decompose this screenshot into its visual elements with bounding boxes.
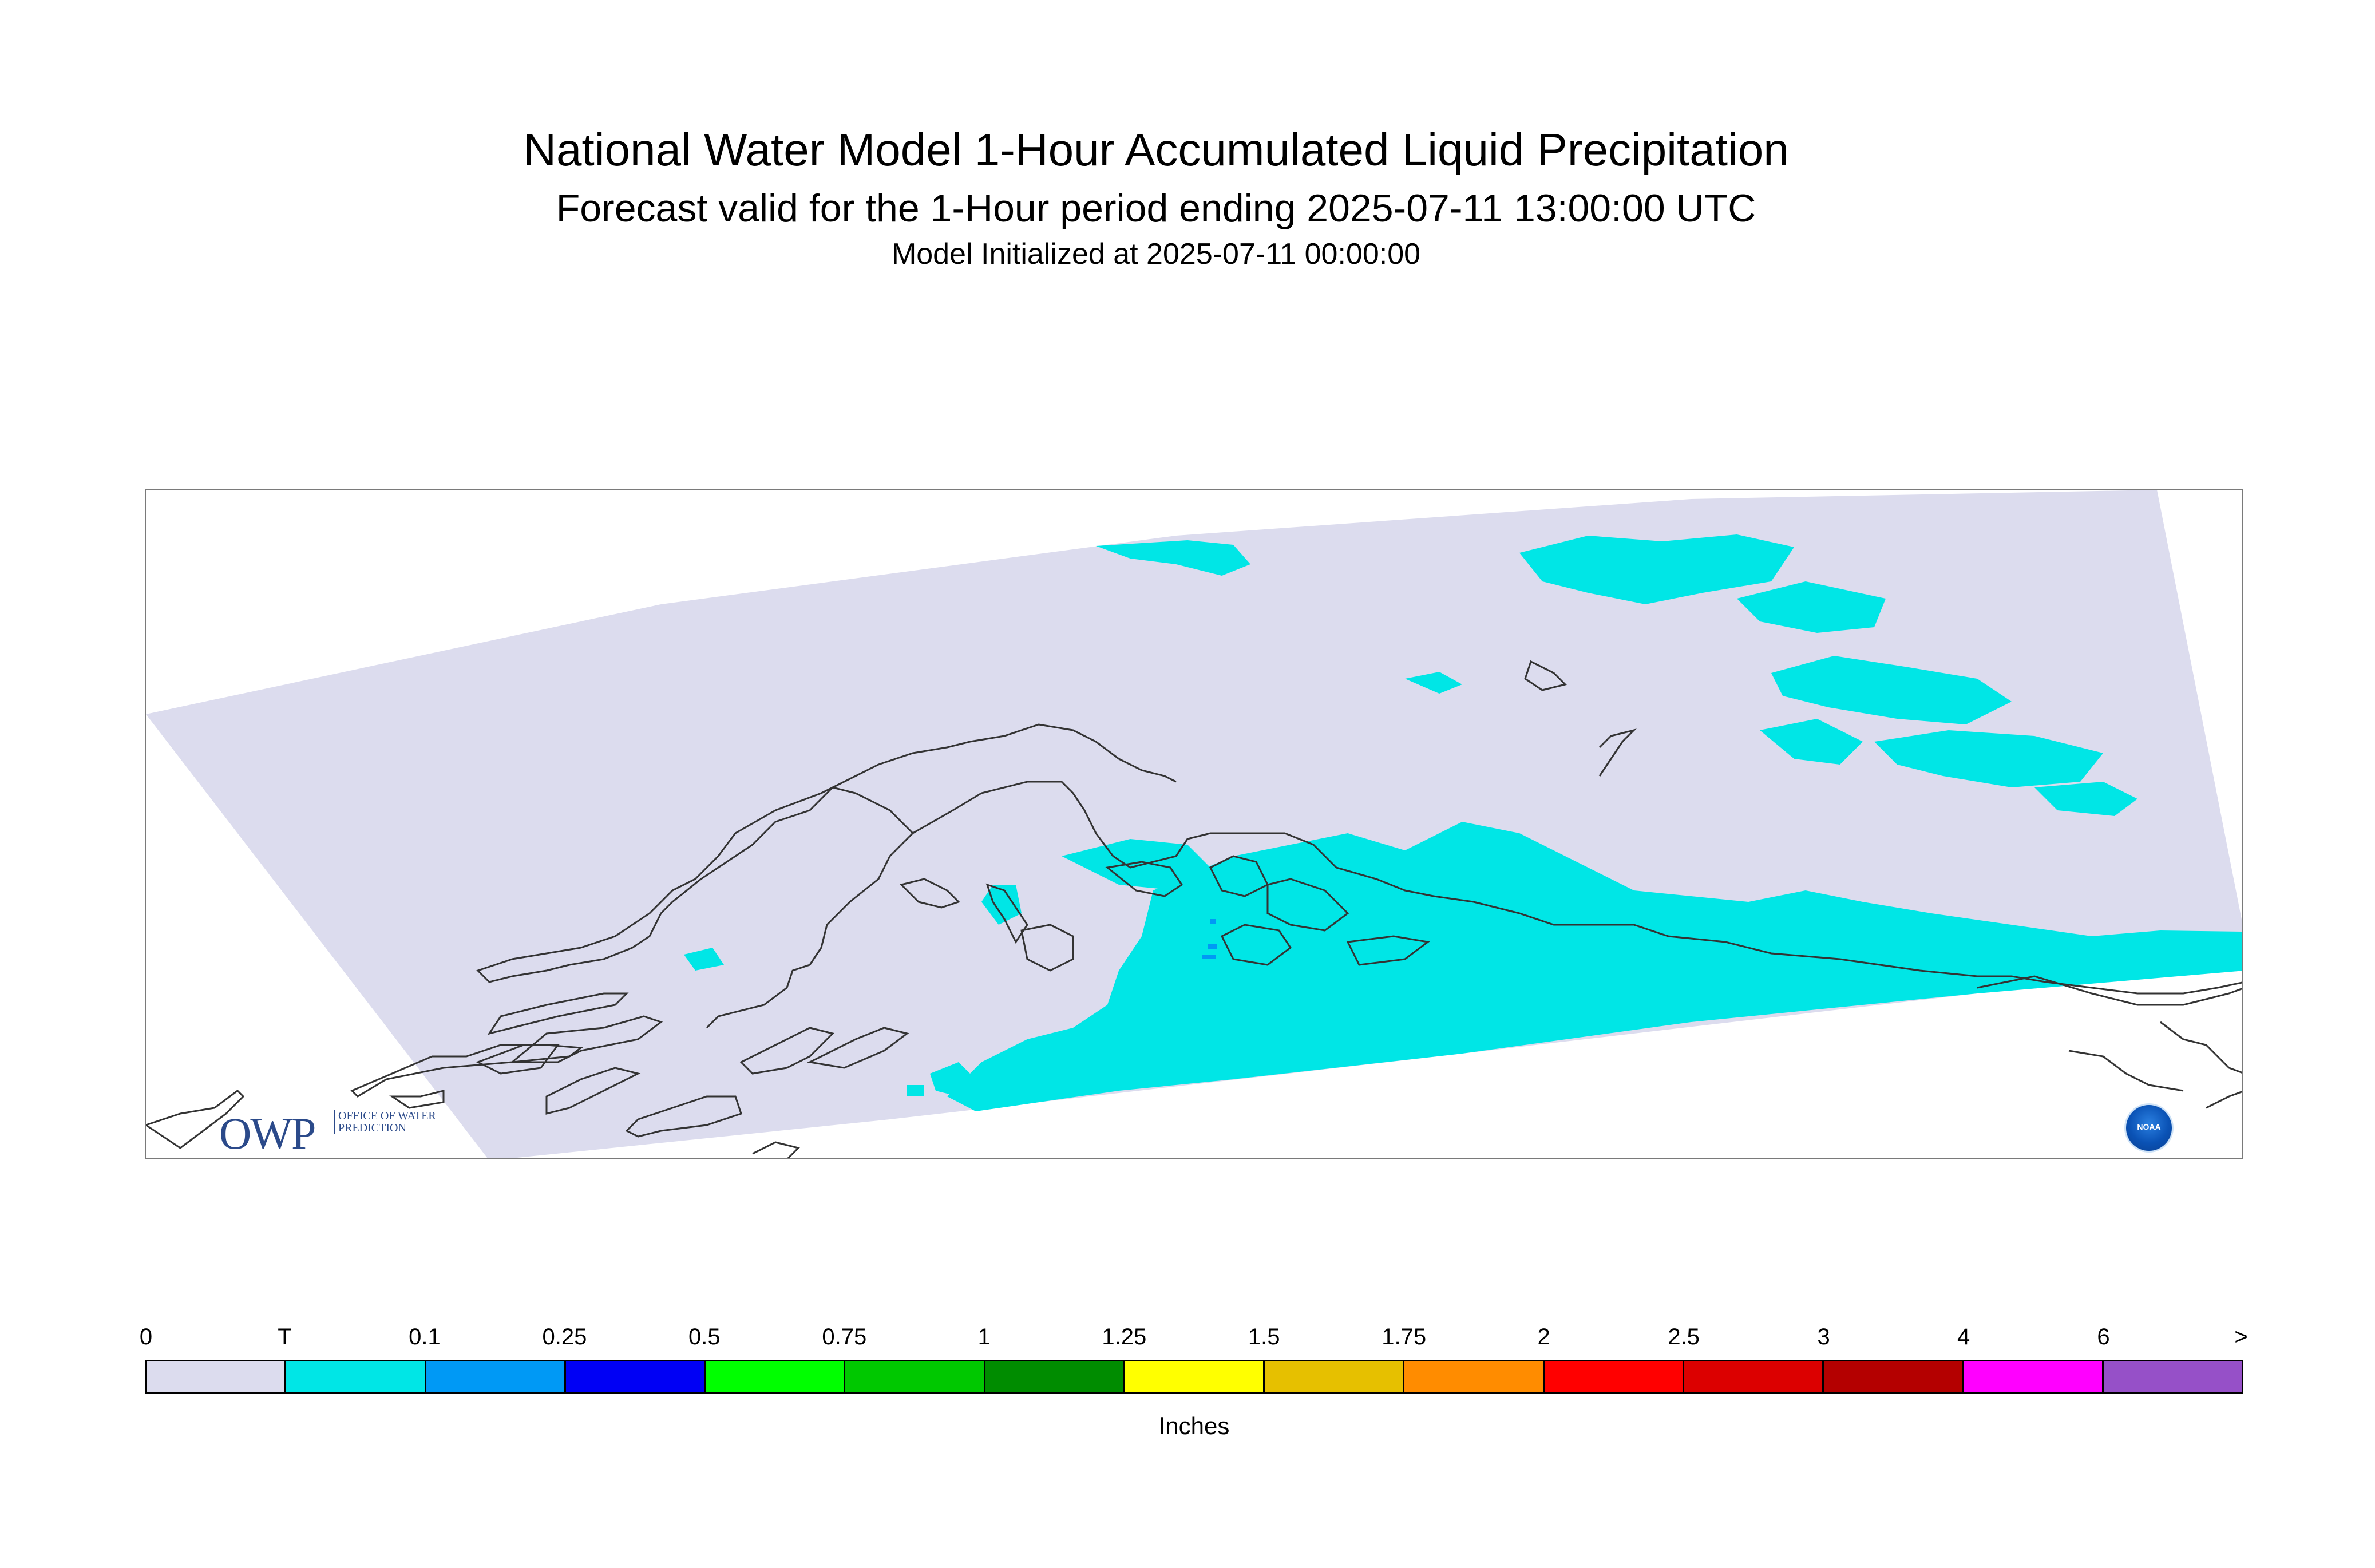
coastlines [146, 660, 2242, 1158]
legend-swatch [706, 1361, 846, 1392]
legend-tick-label: 2 [1537, 1324, 1550, 1349]
legend-tick-label: 0.1 [409, 1324, 441, 1349]
map-subtitle: Forecast valid for the 1-Hour period end… [556, 187, 1756, 230]
legend-tick-label: T [278, 1324, 292, 1349]
noaa-logo-text: NOAA [2137, 1122, 2161, 1131]
legend-swatch [1404, 1361, 1545, 1392]
legend-swatch [565, 1361, 706, 1392]
legend-tick-label: 1.75 [1382, 1324, 1427, 1349]
legend-tick-label: 0 [139, 1324, 153, 1349]
map-title: National Water Model 1-Hour Accumulated … [523, 124, 1789, 175]
legend-swatch [286, 1361, 426, 1392]
legend-tick-label: 1.5 [1248, 1324, 1280, 1349]
legend-tick-labels: 0 T 0.1 0.25 0.5 0.75 1 1.25 1.5 1.75 2 2.5 3 4 6 > [140, 1316, 2248, 1351]
legend-swatch [426, 1361, 566, 1392]
owp-logo-subtitle: OFFICE OF WATER PREDICTION [334, 1110, 464, 1134]
legend-tick-label: 0.75 [822, 1324, 867, 1349]
legend-unit-label: Inches [1158, 1412, 1230, 1439]
precip-map [146, 490, 2242, 1158]
legend-tick-label: 4 [1957, 1324, 1970, 1349]
legend-swatch [2103, 1361, 2242, 1392]
map-panel: OWP OFFICE OF WATER PREDICTION NOAA [145, 489, 2243, 1159]
legend-tick-label: 0.5 [688, 1324, 721, 1349]
owp-logo-letters: OWP [219, 1108, 316, 1158]
noaa-logo: NOAA [2124, 1103, 2174, 1153]
legend-tick-label: 1 [977, 1324, 991, 1349]
legend-swatch [985, 1361, 1125, 1392]
precip-trace-areas [684, 534, 2242, 1111]
precip-light-areas [1202, 919, 1217, 959]
legend-swatch [1684, 1361, 1824, 1392]
legend-tick-label: > [2234, 1324, 2248, 1349]
legend-swatch [1125, 1361, 1265, 1392]
legend-colorbar [145, 1360, 2243, 1394]
legend-swatch [1824, 1361, 1964, 1392]
legend-tick-label: 1.25 [1102, 1324, 1147, 1349]
legend-swatch [1544, 1361, 1684, 1392]
legend-swatch [1265, 1361, 1405, 1392]
legend-swatch [845, 1361, 985, 1392]
legend-swatch [1964, 1361, 2104, 1392]
legend-tick-label: 3 [1817, 1324, 1830, 1349]
model-init-line: Model Initialized at 2025-07-11 00:00:00 [891, 237, 1421, 271]
legend-tick-label: 6 [2097, 1324, 2110, 1349]
legend-tick-label: 2.5 [1668, 1324, 1700, 1349]
legend-swatch [147, 1361, 287, 1392]
precip-legend: 0 T 0.1 0.25 0.5 0.75 1 1.25 1.5 1.75 2 2.5 3 4 6 > Inc… [140, 1316, 2248, 1442]
owp-logo: OWP OFFICE OF WATER PREDICTION [219, 1108, 436, 1158]
legend-tick-label: 0.25 [542, 1324, 587, 1349]
